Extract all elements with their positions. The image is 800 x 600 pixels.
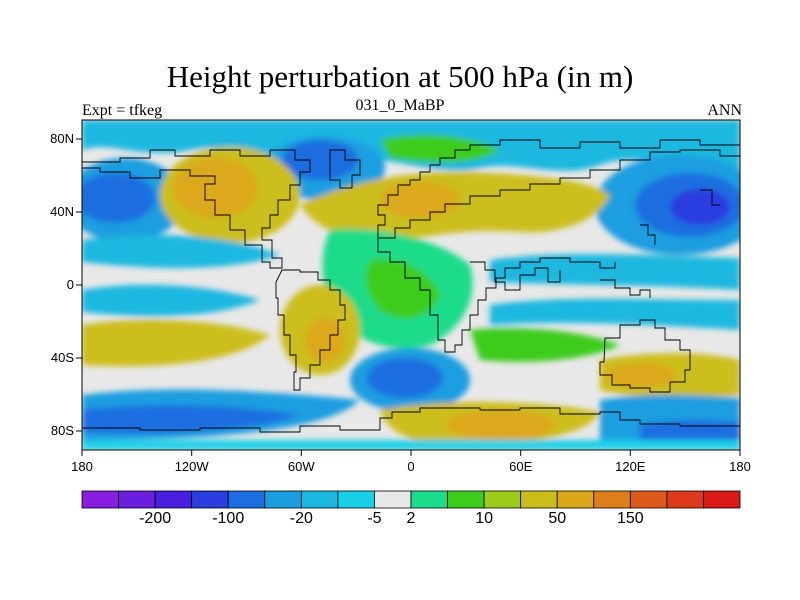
- colorbar-box: [520, 490, 558, 509]
- colorbar-box: [81, 490, 119, 509]
- lat-tick-label: 0: [66, 277, 74, 292]
- colorbar-label: -200: [139, 510, 172, 527]
- colorbar-box: [118, 490, 156, 509]
- colorbar-label: -20: [289, 510, 313, 527]
- lat-tick-label: 40N: [50, 204, 74, 219]
- colorbar-box: [447, 490, 485, 509]
- colorbar-box: [483, 490, 522, 509]
- colorbar-box: [666, 490, 704, 509]
- experiment-label: Expt = tfkeg: [82, 102, 163, 119]
- colorbar-box: [374, 490, 412, 509]
- colorbar-label: 50: [548, 510, 567, 527]
- colorbar-label: -5: [367, 510, 382, 527]
- lon-tick-label: 0: [407, 459, 415, 474]
- lat-tick-label: 80S: [50, 423, 74, 438]
- lon-tick-label: 180: [71, 459, 93, 474]
- colorbar-label: 150: [616, 510, 644, 527]
- axis-ticks: [76, 138, 741, 456]
- height-perturbation-field: [82, 120, 740, 450]
- colorbar-box: [337, 490, 375, 509]
- lon-tick-label: 60E: [509, 459, 533, 474]
- colorbar-box: [410, 490, 448, 509]
- lon-tick-label: 180: [729, 459, 751, 474]
- colorbar-box: [191, 490, 229, 509]
- colorbar-label: 2: [406, 510, 416, 527]
- coastlines: [82, 139, 740, 433]
- lat-tick-label: 40S: [50, 350, 74, 365]
- colorbar-box: [703, 490, 741, 509]
- colorbar-label: -100: [212, 510, 245, 527]
- map-title: Height perturbation at 500 hPa (in m): [166, 59, 634, 94]
- lon-tick-label: 120W: [174, 459, 209, 474]
- season-label: ANN: [707, 102, 742, 119]
- lon-tick-label: 120E: [615, 459, 646, 474]
- colorbar-label: 10: [475, 510, 493, 527]
- colorbar-box: [593, 490, 631, 509]
- lat-tick-label: 80N: [50, 131, 74, 146]
- lon-tick-label: 60W: [287, 459, 315, 474]
- colorbar-box: [227, 490, 266, 509]
- colorbar-box: [556, 490, 595, 509]
- colorbar-box: [154, 490, 193, 509]
- colorbar-box: [300, 490, 339, 509]
- colorbar-box: [629, 490, 668, 509]
- period-label: 031_0_MaBP: [355, 97, 445, 114]
- colorbar-box: [264, 490, 302, 509]
